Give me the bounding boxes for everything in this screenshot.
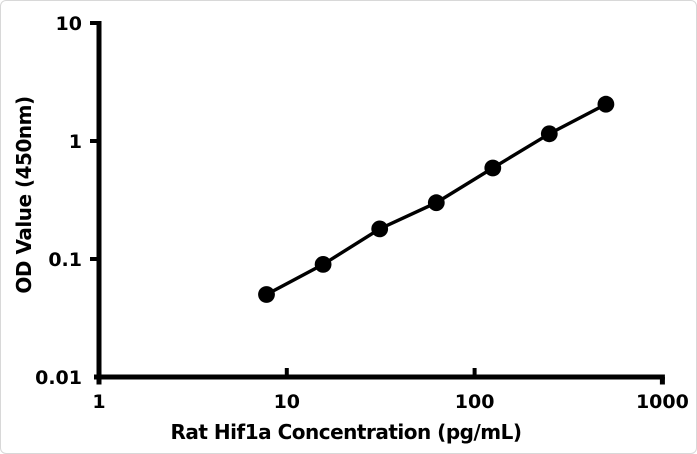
data-point <box>540 125 558 143</box>
y-tick-label: 0.01 <box>35 367 82 389</box>
y-tick-label: 10 <box>56 13 82 35</box>
data-point <box>427 194 445 212</box>
y-tick-label: 0.1 <box>48 249 82 271</box>
tick-labels: 1 10 100 1000 10 1 0.1 0.01 <box>35 13 689 413</box>
x-tick-label: 1 <box>92 391 105 413</box>
data-point <box>597 95 615 113</box>
tick-marks <box>90 21 477 377</box>
x-tick-label: 1000 <box>636 391 689 413</box>
x-axis-title: Rat Hif1a Concentration (pg/mL) <box>171 420 522 444</box>
data-points <box>258 95 615 303</box>
axes <box>94 21 665 385</box>
data-point <box>371 220 389 238</box>
data-point <box>484 159 502 177</box>
data-point <box>314 256 332 273</box>
y-axis-title: OD Value (450nm) <box>12 96 36 293</box>
data-point <box>258 286 275 303</box>
x-tick-label: 100 <box>455 391 495 413</box>
x-tick-label: 10 <box>274 391 300 413</box>
y-tick-label: 1 <box>69 131 82 153</box>
